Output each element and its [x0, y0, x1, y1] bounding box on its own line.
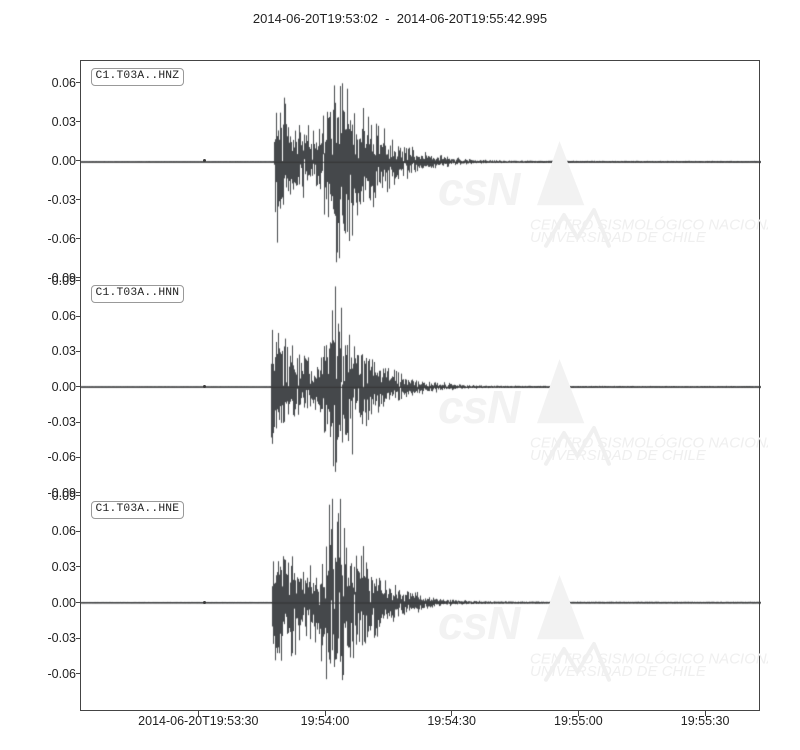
svg-text:csN: csN	[438, 381, 521, 433]
svg-text:UNIVERSIDAD DE CHILE: UNIVERSIDAD DE CHILE	[530, 229, 707, 246]
svg-text:UNIVERSIDAD DE CHILE: UNIVERSIDAD DE CHILE	[530, 447, 707, 464]
svg-text:csN: csN	[438, 597, 521, 649]
svg-text:csN: csN	[438, 163, 521, 215]
svg-text:UNIVERSIDAD DE CHILE: UNIVERSIDAD DE CHILE	[530, 663, 707, 680]
